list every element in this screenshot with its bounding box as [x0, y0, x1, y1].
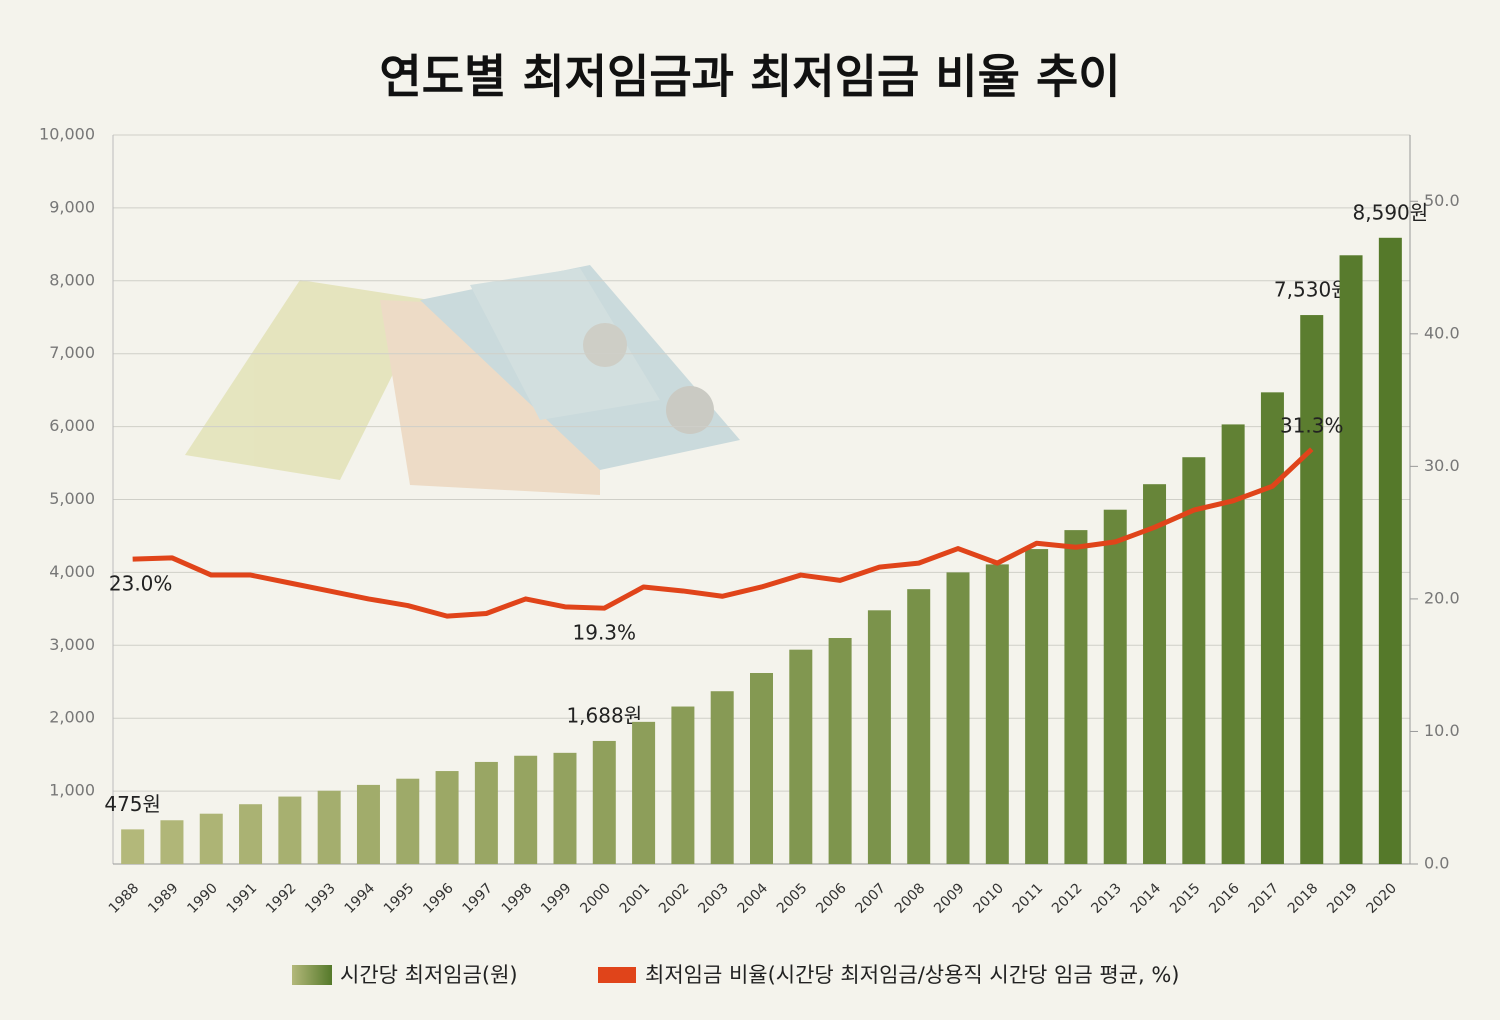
bar: [789, 649, 813, 864]
bar: [907, 589, 931, 864]
ratio-line: [132, 447, 1314, 619]
legend-swatch-bar: [292, 965, 332, 985]
bar: [514, 755, 538, 864]
bar: [1064, 530, 1088, 864]
line-data-label: 19.3%: [573, 621, 637, 645]
legend-label: 시간당 최저임금(원): [340, 963, 518, 987]
bar: [1143, 484, 1167, 864]
bar: [356, 784, 380, 864]
y-tick-label: 10,000: [39, 125, 95, 144]
legend-label: 최저임금 비율(시간당 최저임금/상용직 시간당 임금 평균, %): [645, 963, 1180, 987]
y2-tick-label: 10.0: [1424, 721, 1460, 740]
y-tick-label: 2,000: [49, 708, 95, 727]
bar: [121, 829, 145, 864]
line-data-label: 31.3%: [1280, 414, 1344, 438]
bar: [710, 691, 734, 864]
bar: [985, 564, 1009, 864]
chart-title: 연도별 최저임금과 최저임금 비율 추이: [379, 50, 1120, 104]
legend-swatch-line: [598, 967, 636, 983]
y-tick-label: 9,000: [49, 197, 95, 216]
bar-data-label: 8,590원: [1353, 200, 1429, 224]
bar: [160, 820, 184, 864]
bar: [1300, 315, 1324, 864]
y-tick-label: 7,000: [49, 343, 95, 362]
y2-tick-label: 20.0: [1424, 588, 1460, 607]
bar: [396, 778, 420, 864]
y-tick-label: 3,000: [49, 635, 95, 654]
bar: [278, 796, 302, 864]
bar: [239, 804, 263, 864]
bar: [1339, 255, 1363, 864]
bar: [946, 572, 970, 864]
bar: [199, 813, 223, 864]
bar: [1025, 549, 1049, 864]
y2-tick-label: 30.0: [1424, 456, 1460, 475]
y-tick-label: 8,000: [49, 270, 95, 289]
bar: [1260, 392, 1284, 864]
bar-data-label: 7,530원: [1274, 278, 1350, 302]
money-illustration: [185, 265, 740, 495]
bar: [750, 673, 773, 864]
bar: [828, 638, 852, 864]
bar: [553, 752, 577, 864]
y-tick-label: 4,000: [49, 562, 95, 581]
bar: [592, 740, 616, 864]
bar-data-label: 1,688원: [566, 703, 642, 727]
line-data-label: 23.0%: [109, 572, 173, 596]
bar: [867, 610, 891, 864]
bar-data-label: 475원: [104, 792, 161, 816]
y2-tick-label: 0.0: [1424, 854, 1449, 873]
bar: [474, 761, 498, 864]
y2-tick-label: 40.0: [1424, 323, 1460, 342]
y-tick-label: 5,000: [49, 489, 95, 508]
legend: 시간당 최저임금(원) 최저임금 비율(시간당 최저임금/상용직 시간당 임금 …: [292, 963, 1180, 987]
bar: [435, 771, 459, 864]
bar: [1221, 424, 1245, 864]
bar: [317, 790, 341, 864]
y2-tick-label: 50.0: [1424, 191, 1460, 210]
bar: [1378, 237, 1402, 864]
bar: [1103, 509, 1127, 864]
bar: [632, 721, 656, 864]
y-tick-label: 1,000: [49, 781, 95, 800]
bar: [1182, 457, 1206, 864]
y-tick-label: 6,000: [49, 416, 95, 435]
bar: [671, 706, 695, 864]
